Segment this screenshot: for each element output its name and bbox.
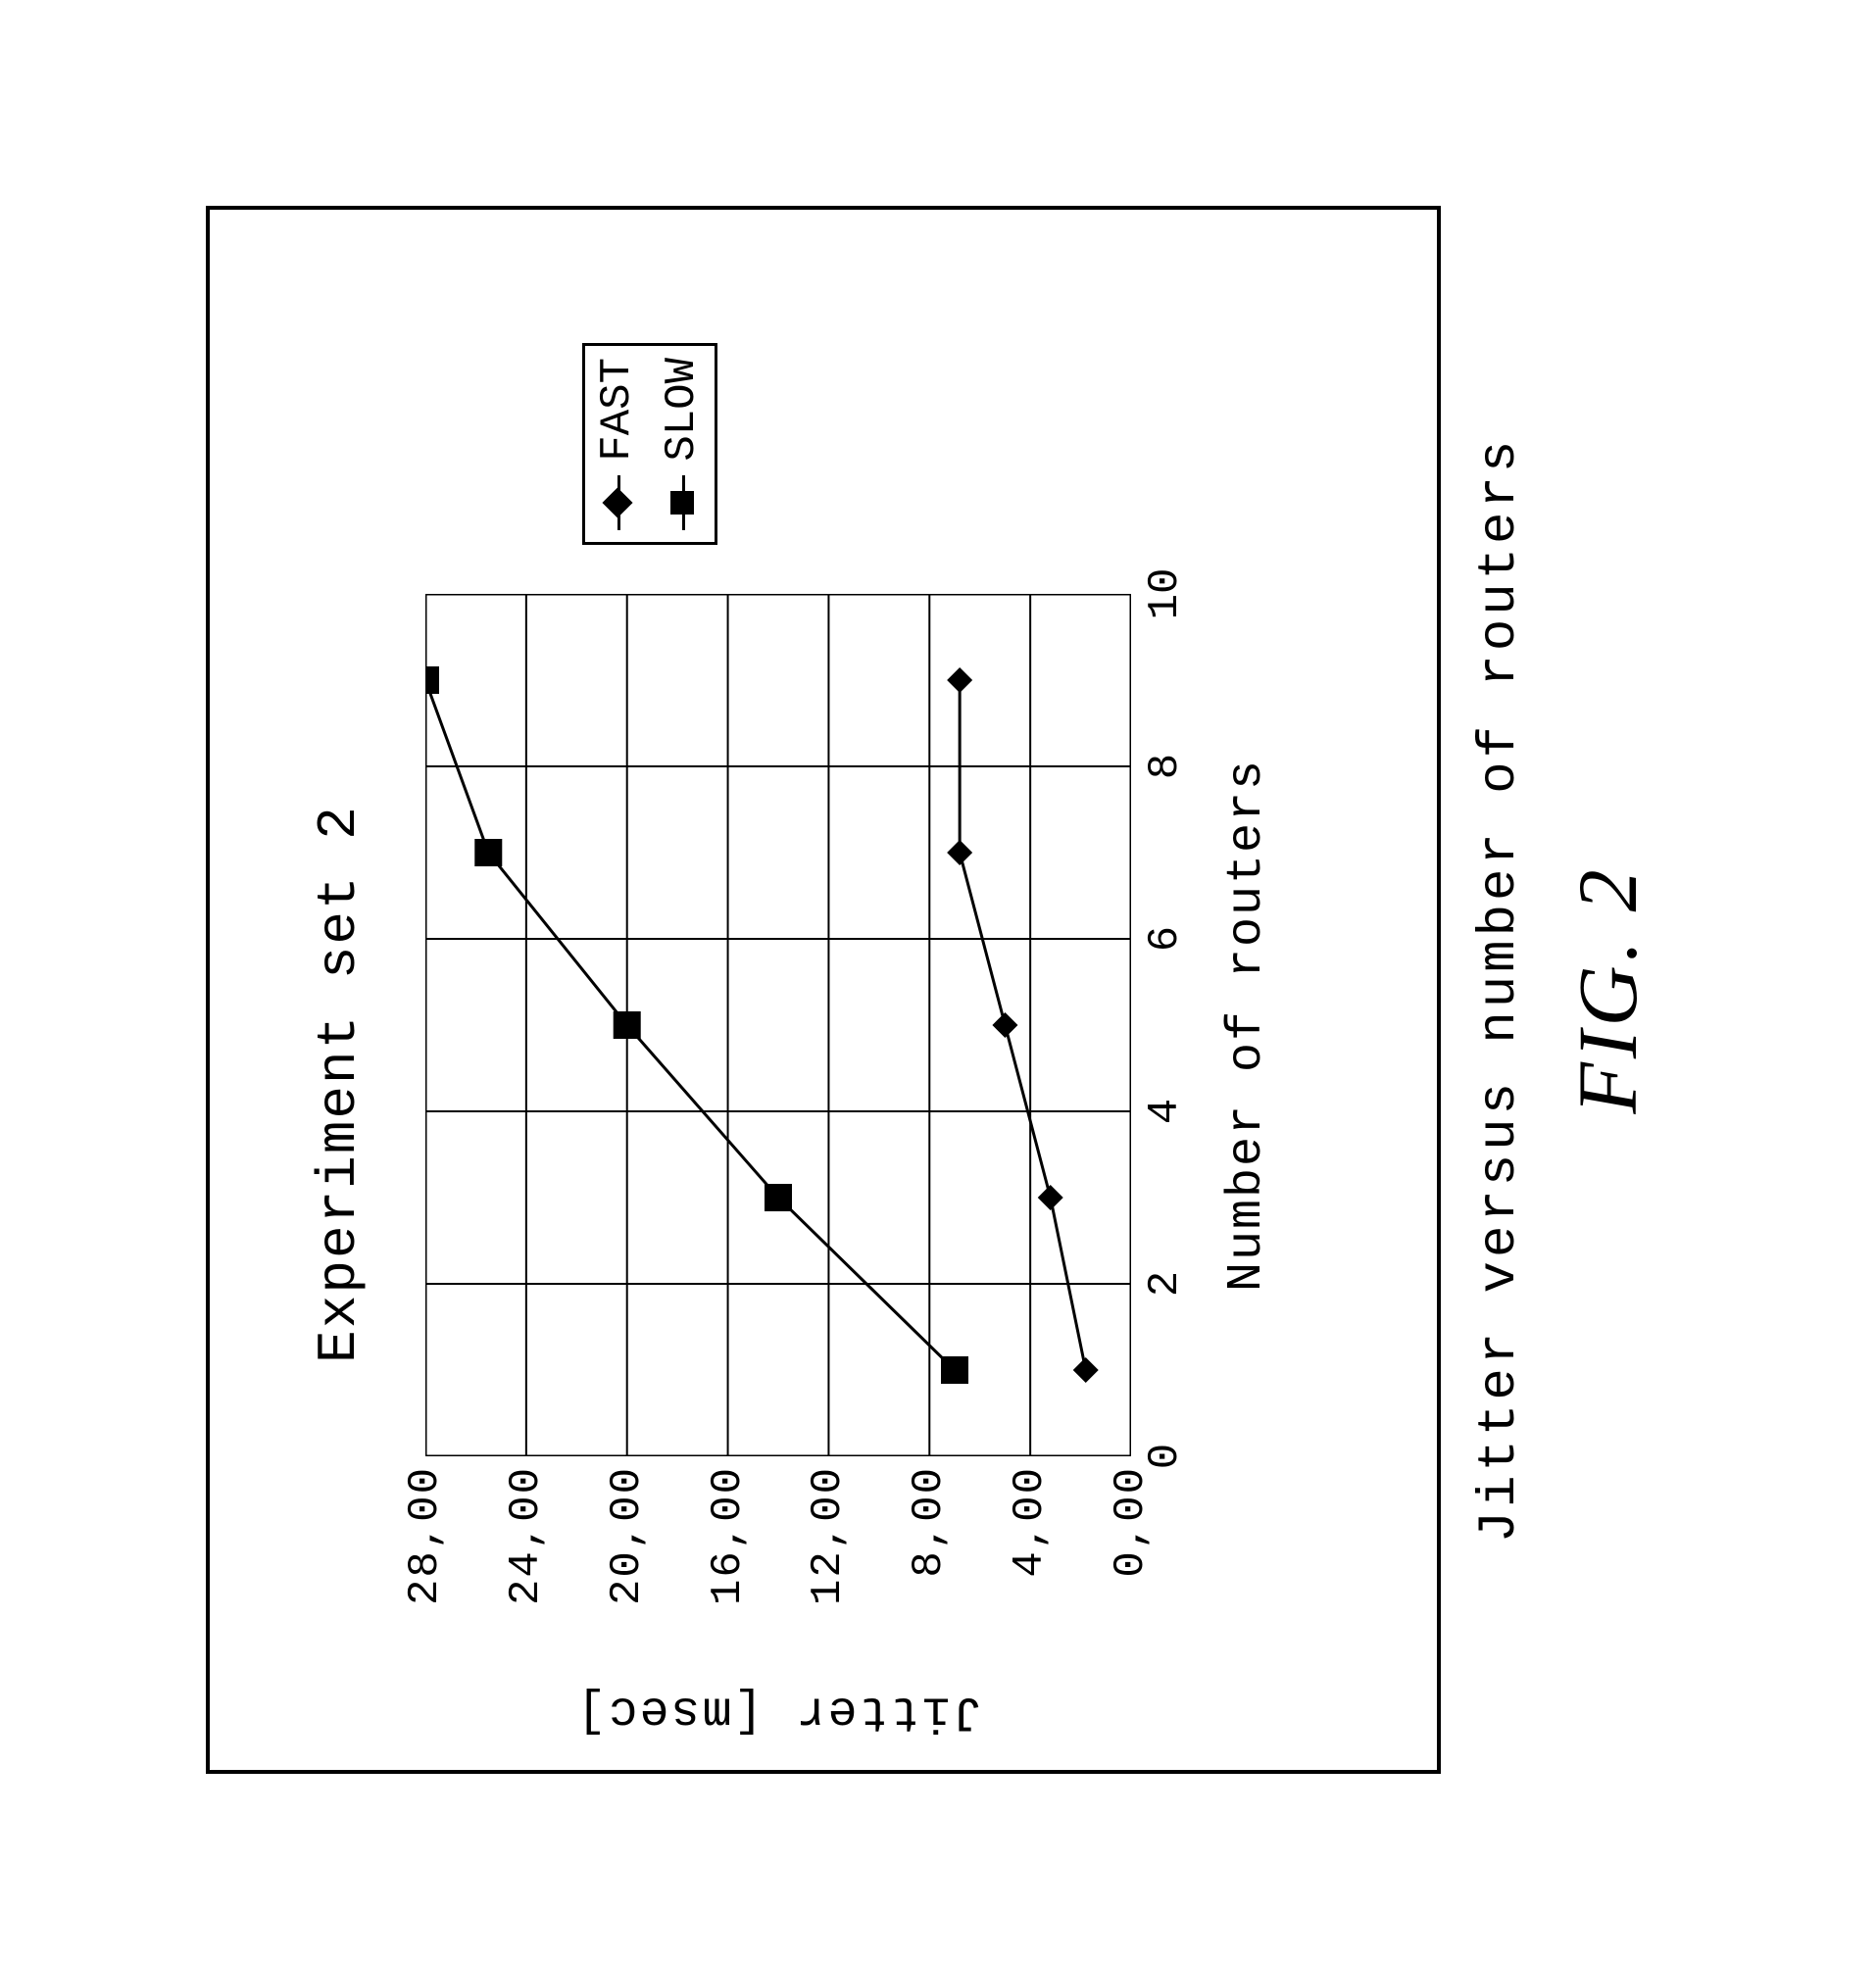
y-axis-label-text: Jitter [msec] bbox=[574, 1683, 982, 1739]
legend-marker-slow bbox=[670, 475, 694, 530]
y-tick-label: 20,00 bbox=[603, 1466, 652, 1605]
legend-row-slow: SLOW bbox=[650, 346, 715, 542]
y-tick-label: 8,00 bbox=[905, 1466, 954, 1578]
rotated-figure-frame: Experiment set 2 Jitter [msec] 0,00 4,00 8… bbox=[167, 147, 1598, 1813]
legend-label-fast: FAST bbox=[593, 358, 642, 462]
legend-row-fast: FAST bbox=[585, 346, 650, 542]
x-tick-label: 2 bbox=[1141, 1271, 1190, 1297]
y-axis-label: Jitter [msec] bbox=[425, 1603, 1131, 1819]
chart-title: Experiment set 2 bbox=[308, 515, 370, 1652]
plot-svg bbox=[425, 594, 1131, 1456]
y-tick-label: 28,00 bbox=[401, 1466, 450, 1605]
figure-caption: Jitter versus number of routers bbox=[1470, 206, 1530, 1774]
x-tick-label: 6 bbox=[1141, 926, 1190, 952]
legend-marker-fast bbox=[606, 475, 629, 530]
y-tick-label: 12,00 bbox=[804, 1466, 853, 1605]
legend-label-slow: SLOW bbox=[658, 358, 707, 462]
x-tick-label: 0 bbox=[1141, 1444, 1190, 1469]
x-axis-label: Number of routers bbox=[1219, 594, 1275, 1456]
y-tick-label: 4,00 bbox=[1006, 1466, 1055, 1578]
y-tick-label: 0,00 bbox=[1107, 1466, 1156, 1578]
outer-panel-box: Experiment set 2 Jitter [msec] 0,00 4,00 8… bbox=[206, 206, 1441, 1774]
plot-area bbox=[425, 594, 1131, 1456]
x-tick-label: 10 bbox=[1141, 568, 1190, 620]
inner-frame: Experiment set 2 Jitter [msec] 0,004,008… bbox=[308, 319, 1347, 1652]
square-icon bbox=[670, 491, 694, 515]
y-tick-label: 16,00 bbox=[704, 1466, 753, 1605]
y-tick-label: 24,00 bbox=[502, 1466, 551, 1605]
x-tick-label: 8 bbox=[1141, 754, 1190, 779]
diamond-icon bbox=[602, 487, 632, 517]
y-tick-labels: 0,004,008,0012,0016,0020,0024,0028,00 bbox=[425, 1466, 1131, 1594]
legend-box: FAST SLOW bbox=[582, 343, 717, 545]
x-tick-label: 4 bbox=[1141, 1099, 1190, 1124]
x-tick-labels: 0246810 bbox=[1141, 594, 1200, 1456]
figure-label: FIG. 2 bbox=[1558, 206, 1656, 1774]
